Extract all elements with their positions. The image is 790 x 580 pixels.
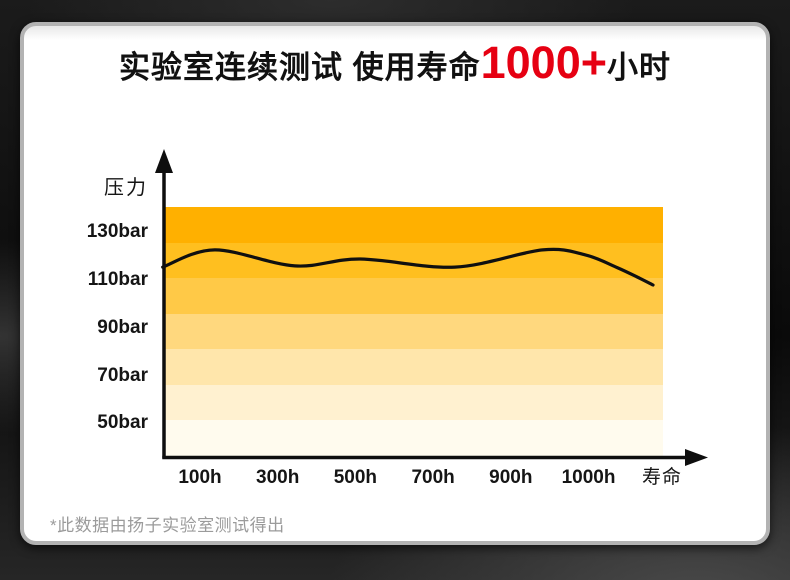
y-tick-label: 70bar [97,364,148,386]
y-tick-label: 110bar [87,269,148,290]
pressure-band [165,242,663,279]
title-prefix: 实验室连续测试 使用寿命 [118,50,481,85]
x-tick-label: 500h [333,467,378,488]
title-suffix: 小时 [607,50,671,85]
pressure-band [165,384,663,421]
x-tick-label: 1000h [561,467,616,488]
x-tick-label: 300h [256,467,300,488]
footnote: *此数据由扬子实验室测试得出 [50,516,285,535]
x-tick-label: 700h [411,467,455,488]
y-tick-label: 130bar [86,221,148,243]
pressure-band [165,349,663,385]
y-tick-label: 90bar [97,316,148,338]
pressure-band [165,207,663,243]
y-axis-title: 压力 [104,177,148,199]
pressure-band [165,278,663,314]
x-axis-title: 寿命 [641,467,682,488]
pressure-band [165,420,663,457]
title-highlight: 1000+ [480,37,607,88]
x-tick-label: 900h [489,467,533,488]
y-tick-label: 50bar [97,412,148,434]
page-title: 实验室连续测试 使用寿命 1000+ 小时 [20,40,770,98]
x-tick-label: 100h [178,467,222,488]
chart-bands [165,207,663,457]
pressure-band [165,313,663,350]
